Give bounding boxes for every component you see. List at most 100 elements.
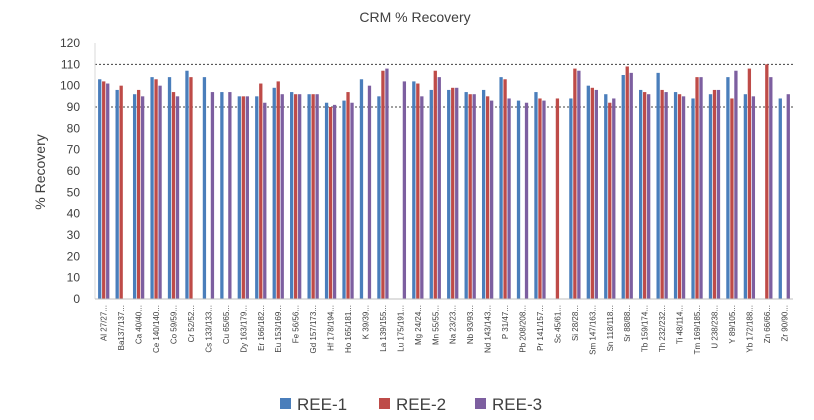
- bar-ree-3-8: [245, 96, 249, 299]
- bar-ree-3-21: [472, 94, 476, 299]
- bar-ree-3-37: [751, 96, 756, 299]
- bar-ree-3-6: [210, 92, 215, 299]
- y-tick-label: 90: [67, 100, 81, 114]
- x-tick-label: Zr 90/90...: [780, 305, 789, 341]
- x-tick-label: Nd 143/143...: [484, 305, 493, 353]
- bar-ree-1-32: [656, 72, 660, 300]
- bar-ree-1-14: [342, 100, 346, 299]
- bar-group: [98, 64, 790, 300]
- bar-ree-1-11: [290, 92, 294, 299]
- bar-ree-2-28: [590, 87, 594, 299]
- x-tick-label: Al 27/27...: [100, 305, 109, 341]
- bar-ree-2-22: [485, 96, 490, 299]
- x-tick-label: Hf 178/194...: [327, 305, 336, 351]
- bar-ree-1-13: [324, 102, 329, 299]
- bar-ree-2-8: [241, 96, 245, 299]
- y-tick-labels: 0 10 20 30 40 50 60 70 80 90 100 110 120: [60, 36, 80, 306]
- legend-swatch-ree-3: [475, 398, 486, 409]
- y-tick-label: 0: [73, 292, 80, 306]
- bar-ree-3-31: [647, 94, 651, 299]
- bar-ree-1-36: [726, 77, 730, 299]
- x-tick-label: Tb 159/174...: [641, 305, 650, 352]
- bar-ree-1-34: [691, 98, 695, 299]
- bar-ree-1-21: [464, 92, 468, 299]
- bar-ree-3-34: [699, 77, 703, 299]
- bar-ree-1-1: [115, 89, 119, 300]
- y-tick-label: 10: [67, 271, 81, 285]
- x-tick-label: Na 23/23...: [449, 305, 458, 344]
- bar-ree-3-19: [437, 77, 441, 299]
- x-tick-label: Tm 169/185...: [693, 305, 702, 354]
- bar-ree-1-10: [272, 87, 276, 299]
- bar-ree-3-25: [542, 100, 546, 299]
- bar-ree-3-7: [228, 92, 232, 299]
- bar-ree-1-4: [167, 77, 172, 299]
- bar-ree-3-20: [455, 87, 459, 299]
- bar-ree-1-25: [534, 92, 538, 299]
- bar-ree-1-35: [708, 94, 713, 299]
- bar-ree-3-13: [332, 104, 337, 300]
- bar-ree-2-32: [660, 89, 664, 300]
- bar-ree-1-31: [639, 89, 643, 300]
- bar-ree-2-5: [189, 77, 193, 299]
- bar-ree-1-28: [586, 85, 590, 299]
- bar-ree-3-17: [402, 81, 407, 300]
- bar-ree-3-33: [681, 96, 686, 299]
- bar-ree-1-37: [743, 94, 748, 299]
- x-tick-label: Cu 65/65...: [222, 305, 231, 344]
- bar-ree-2-16: [381, 70, 385, 299]
- bar-ree-3-4: [175, 96, 180, 299]
- bar-ree-2-14: [346, 92, 350, 299]
- y-tick-label: 110: [61, 57, 80, 71]
- bar-ree-3-36: [734, 70, 738, 299]
- bar-ree-2-31: [643, 92, 647, 299]
- bar-ree-2-27: [573, 68, 577, 299]
- bar-ree-1-27: [569, 98, 573, 299]
- bar-ree-2-18: [416, 83, 420, 299]
- x-tick-label: Gd 157/173...: [309, 305, 318, 353]
- legend: REE-1 REE-2 REE-3: [280, 395, 542, 414]
- bar-ree-3-30: [629, 72, 633, 300]
- legend-label-ree-2: REE-2: [396, 395, 446, 414]
- legend-swatch-ree-1: [280, 398, 291, 409]
- x-tick-label: P 31/47...: [501, 305, 510, 339]
- legend-swatch-ree-2: [379, 398, 390, 409]
- bar-ree-2-20: [451, 87, 455, 299]
- bar-ree-3-38: [769, 77, 773, 299]
- x-tick-label: Sc 45/61...: [553, 305, 562, 343]
- x-tick-label: K 39/39...: [361, 305, 370, 339]
- bar-ree-1-18: [412, 81, 416, 300]
- y-tick-label: 100: [60, 79, 80, 93]
- bar-ree-2-13: [328, 107, 333, 299]
- bar-ree-3-9: [263, 102, 267, 299]
- axes: [94, 43, 793, 300]
- x-tick-label: Sn 118/118...: [606, 305, 615, 351]
- bar-ree-1-29: [604, 94, 608, 299]
- bar-ree-2-4: [171, 92, 176, 299]
- y-tick-label: 80: [67, 121, 81, 135]
- bar-ree-2-25: [538, 98, 542, 299]
- legend-label-ree-3: REE-3: [492, 395, 542, 414]
- bar-ree-3-15: [367, 85, 372, 299]
- bar-ree-2-23: [503, 79, 507, 300]
- x-tick-label: Dy 163/179...: [239, 305, 248, 353]
- bar-ree-1-8: [237, 96, 241, 299]
- x-tick-label: Cs 133/133...: [204, 305, 213, 353]
- bar-ree-2-21: [468, 94, 472, 299]
- x-tick-label: Pb 208/208...: [519, 305, 528, 353]
- bar-ree-3-29: [612, 98, 616, 299]
- bar-ree-2-1: [119, 85, 123, 299]
- bar-ree-2-0: [102, 81, 106, 300]
- bar-ree-3-18: [420, 96, 424, 299]
- x-tick-label: Mg 24/24...: [414, 305, 423, 345]
- bar-ree-3-16: [385, 68, 389, 299]
- bar-ree-3-22: [489, 100, 494, 299]
- x-tick-label: Nb 93/93...: [466, 305, 475, 344]
- bar-ree-2-19: [433, 70, 437, 299]
- bar-ree-2-35: [712, 89, 717, 300]
- x-tick-label: Ba137/137...: [117, 305, 126, 350]
- x-tick-label: Y 89/105...: [728, 305, 737, 344]
- bar-ree-2-11: [294, 94, 298, 299]
- y-tick-label: 60: [67, 164, 81, 178]
